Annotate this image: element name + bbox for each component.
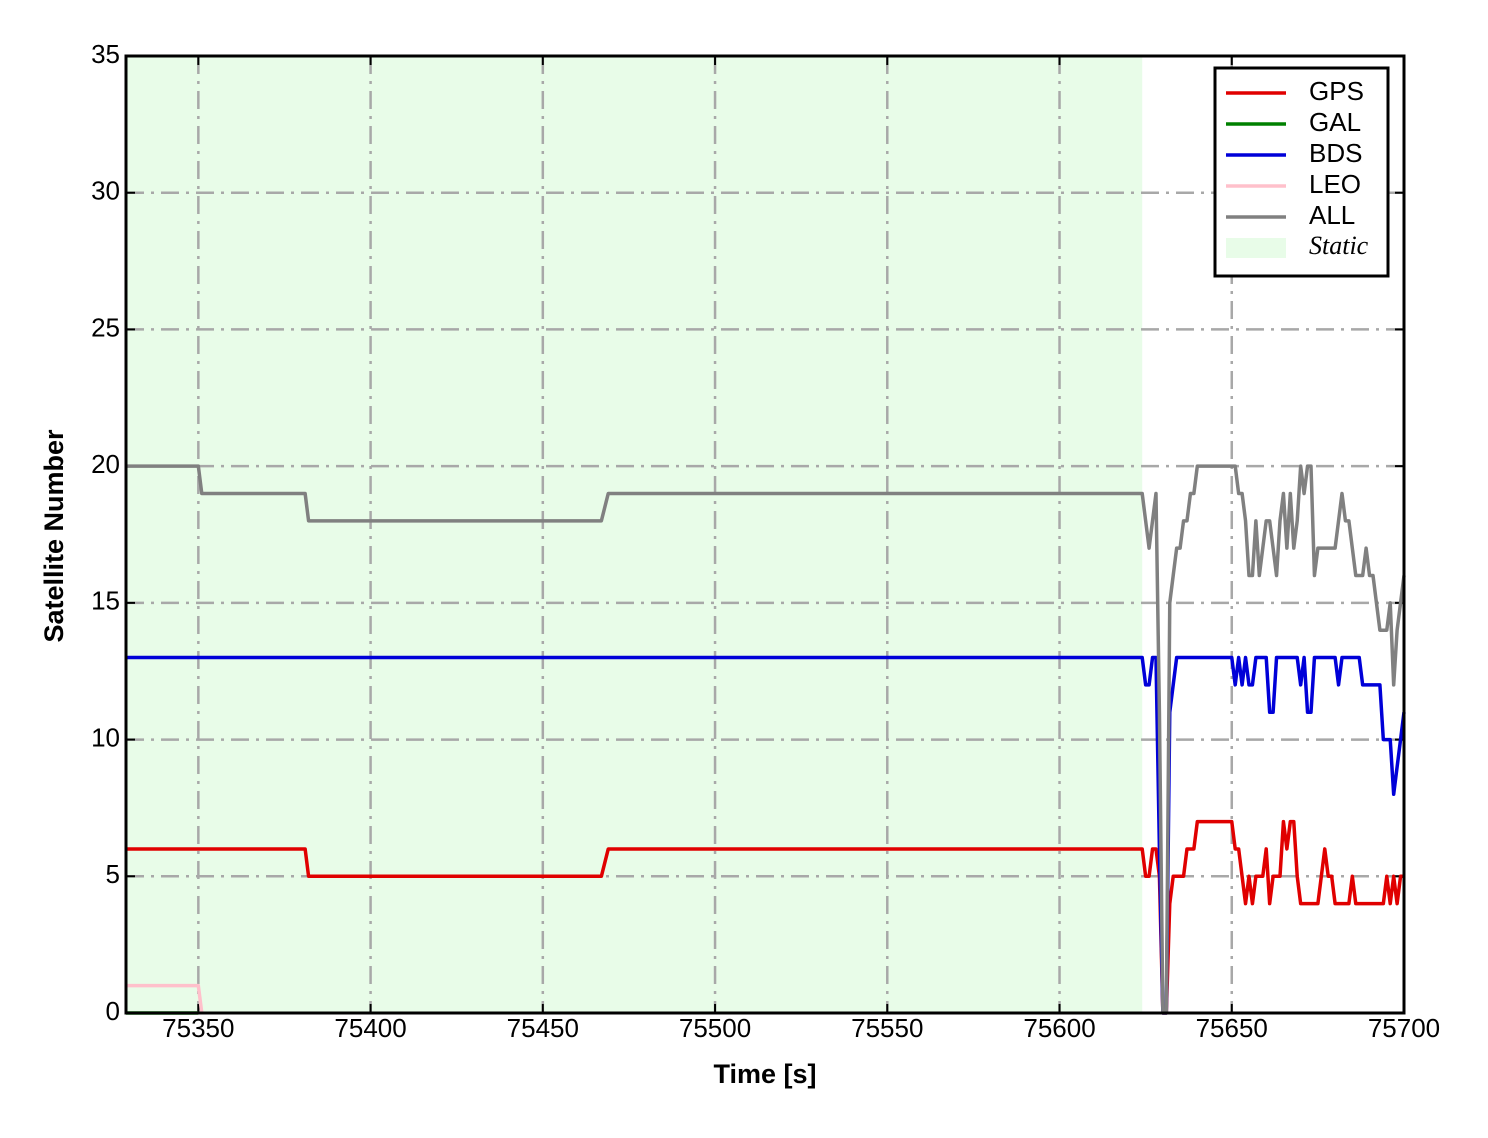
legend-label: BDS [1309,138,1362,168]
y-tick-label: 20 [91,449,120,479]
static-region [126,56,1143,1013]
y-tick-label: 35 [91,39,120,69]
x-tick-label: 75650 [1196,1013,1268,1043]
legend-label: GPS [1309,76,1364,106]
x-axis-label: Time [s] [713,1059,816,1089]
x-tick-label: 75400 [334,1013,406,1043]
legend-swatch [1226,238,1286,258]
legend-label: GAL [1309,107,1361,137]
legend-label: Static [1309,231,1369,260]
plot-frame [124,54,1406,1015]
x-tick-label: 75450 [507,1013,579,1043]
x-tick-label: 75550 [851,1013,923,1043]
x-tick-label: 75600 [1023,1013,1095,1043]
y-tick-label: 30 [91,176,120,206]
series-line [126,983,204,1014]
y-axis-label: Satellite Number [39,429,69,643]
legend-label: LEO [1309,169,1361,199]
y-tick-label: 0 [106,996,120,1026]
legend-label: ALL [1309,200,1355,230]
x-tick-label: 75350 [162,1013,234,1043]
y-tick-label: 15 [91,586,120,616]
x-tick-label: 75500 [679,1013,751,1043]
x-tick-label: 75700 [1368,1013,1440,1043]
y-tick-label: 10 [91,722,120,752]
y-tick-label: 25 [91,312,120,342]
y-tick-label: 5 [106,859,120,889]
